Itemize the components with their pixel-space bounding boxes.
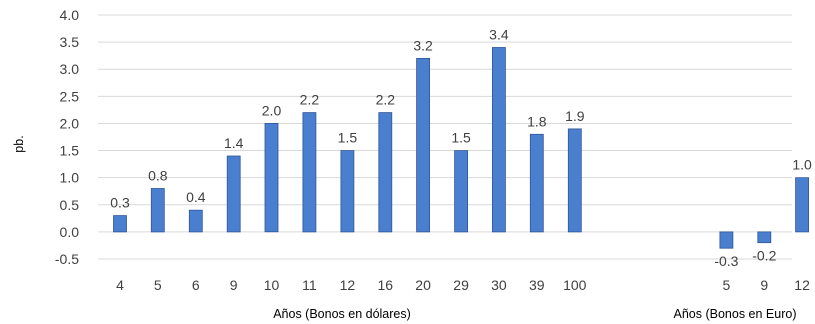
data-label: 1.8: [527, 113, 547, 129]
data-label: 1.5: [338, 130, 358, 146]
y-axis-title: pb.: [12, 135, 26, 152]
bar-usd-6: [188, 209, 203, 233]
x-tick-label: 39: [529, 277, 545, 293]
y-tick-label: 0.0: [60, 224, 80, 240]
x-axis-title-euro-bonds: Años (Bonos en Euro): [674, 307, 797, 321]
bar-usd-9: [226, 155, 241, 233]
data-label: 2.2: [376, 92, 396, 108]
data-label: 1.5: [451, 130, 471, 146]
x-tick-label: 29: [453, 277, 469, 293]
data-label: -0.2: [752, 248, 776, 264]
y-tick-label: 1.0: [60, 170, 80, 186]
y-tick-label: 0.5: [60, 197, 80, 213]
y-tick-label: 3.0: [60, 61, 80, 77]
data-label: 0.4: [186, 189, 206, 205]
data-labels: 0.3 0.8 0.4 1.4 2.0 2.2 1.5 2.2 3.2 1.5 3.4 1.8 1.9 -…: [110, 27, 812, 270]
y-tick-label: -0.5: [55, 251, 79, 267]
data-label: -0.3: [714, 253, 738, 269]
bar-usd-12: [340, 150, 355, 233]
x-tick-label: 9: [230, 277, 238, 293]
bar-eur-9: [757, 231, 772, 244]
x-tick-label: 12: [340, 277, 356, 293]
bar-usd-100: [567, 128, 582, 233]
y-tick-label: 2.5: [60, 88, 80, 104]
x-tick-label: 4: [116, 277, 124, 293]
x-tick-label: 10: [264, 277, 280, 293]
x-tick-label: 100: [563, 277, 587, 293]
x-tick-label: 12: [794, 277, 810, 293]
data-label: 3.2: [413, 37, 433, 53]
y-tick-label: 3.5: [60, 34, 80, 50]
data-label: 1.4: [224, 135, 244, 151]
y-axis-ticks: -0.5 0.0 0.5 1.0 1.5 2.0 2.5 3.0 3.5 4.0: [55, 7, 79, 267]
bar-eur-12: [795, 177, 809, 233]
data-label: 1.0: [792, 157, 812, 173]
bar-usd-20: [416, 58, 431, 233]
bar-usd-10: [264, 123, 279, 233]
bar-usd-39: [529, 133, 544, 233]
x-tick-label: 16: [378, 277, 394, 293]
bar-usd-11: [302, 112, 317, 233]
gridlines: [98, 14, 792, 260]
x-tick-label: 5: [723, 277, 731, 293]
data-label: 2.2: [300, 92, 320, 108]
data-label: 2.0: [262, 102, 282, 118]
data-label: 0.8: [148, 168, 168, 184]
data-label: 3.4: [489, 27, 509, 43]
bar-usd-16: [378, 112, 393, 233]
bars: [113, 47, 809, 249]
x-tick-label: 5: [154, 277, 162, 293]
x-tick-label: 9: [760, 277, 768, 293]
bar-usd-30: [491, 47, 506, 233]
y-tick-label: 2.0: [60, 115, 80, 131]
y-tick-label: 4.0: [60, 7, 80, 23]
y-tick-label: 1.5: [60, 143, 80, 159]
x-tick-label: 20: [415, 277, 431, 293]
bar-usd-4: [113, 215, 127, 233]
data-label: 1.9: [565, 108, 585, 124]
x-axis-title-dollar-bonds: Años (Bonos en dólares): [273, 307, 411, 321]
bar-usd-29: [454, 150, 469, 233]
bar-eur-5: [719, 231, 734, 249]
x-tick-label: 30: [491, 277, 507, 293]
bar-usd-5: [150, 188, 165, 233]
data-label: 0.3: [110, 195, 130, 211]
x-tick-label: 6: [192, 277, 200, 293]
x-axis-ticks: 4 5 6 9 10 11 12 16 20 29 30 39 100 5 9 12: [116, 277, 810, 293]
x-tick-label: 11: [302, 277, 317, 293]
